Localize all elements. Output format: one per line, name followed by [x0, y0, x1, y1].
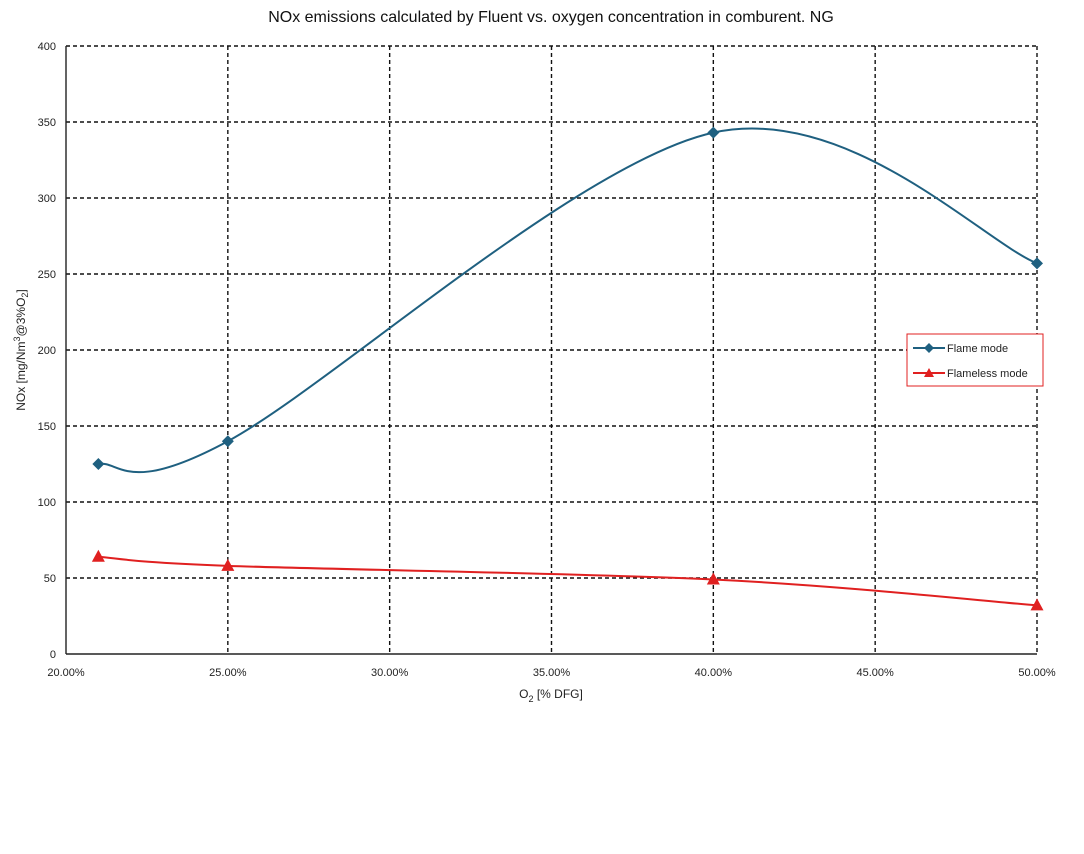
flame-mode-point [92, 458, 105, 470]
chart-title: NOx emissions calculated by Fluent vs. o… [268, 9, 834, 26]
flameless-mode-point [1030, 598, 1044, 611]
y-tick-label: 0 [50, 649, 56, 661]
flameless-mode-point [221, 558, 235, 571]
legend-flame-marker [924, 343, 934, 353]
x-axis-label: O2 [% DFG] [519, 687, 583, 704]
flameless-mode-line [98, 555, 1038, 607]
y-tick-label: 150 [38, 421, 56, 433]
grid [65, 45, 1038, 655]
y-axis-label: NOx [mg/Nm3@3%O2] [12, 289, 30, 411]
flame-mode-point [221, 435, 234, 448]
y-axis-label-part3: ] [14, 289, 28, 292]
flameless-mode-point [91, 549, 105, 562]
y-axis-label-part2: @3%O [14, 298, 28, 337]
x-tick-label: 25.00% [209, 667, 247, 679]
legend: Flame mode Flameless mode [906, 333, 1044, 387]
x-tick-label: 30.00% [371, 667, 409, 679]
legend-flameless-label: Flameless mode [947, 368, 1028, 380]
x-axis-label-subscript: 2 [528, 694, 533, 704]
legend-box [906, 333, 1044, 387]
y-tick-label: 100 [38, 497, 56, 509]
x-axis-label-rest: [% DFG] [534, 687, 583, 701]
y-tick-label: 350 [38, 117, 56, 129]
flame-mode-point [707, 126, 720, 139]
series [91, 126, 1044, 611]
y-tick-label: 200 [38, 345, 56, 357]
legend-flame-label: Flame mode [947, 343, 1008, 355]
legend-flameless-marker [924, 368, 934, 377]
x-tick-label: 40.00% [695, 667, 733, 679]
y-axis-ticks: 0 50 100 150 200 250 300 350 400 [38, 41, 56, 661]
y-axis-label-part1: NOx [mg/Nm [14, 341, 28, 410]
y-tick-label: 300 [38, 193, 56, 205]
y-axis-label-superscript: 3 [12, 336, 22, 341]
x-axis-ticks: 20.00% 25.00% 30.00% 35.00% 40.00% 45.00% 50.0… [47, 667, 1056, 679]
x-tick-label: 45.00% [857, 667, 895, 679]
y-axis-label-subscript: 2 [20, 293, 30, 298]
y-tick-label: 400 [38, 41, 56, 53]
flame-mode-point [1031, 257, 1043, 270]
x-tick-label: 20.00% [47, 667, 85, 679]
y-tick-label: 50 [44, 573, 56, 585]
x-axis-label-main: O [519, 687, 528, 701]
y-tick-label: 250 [38, 269, 56, 281]
flame-mode-line [98, 127, 1038, 474]
x-tick-label: 35.00% [533, 667, 571, 679]
flameless-mode-point [706, 572, 720, 585]
x-tick-label: 50.00% [1018, 667, 1056, 679]
